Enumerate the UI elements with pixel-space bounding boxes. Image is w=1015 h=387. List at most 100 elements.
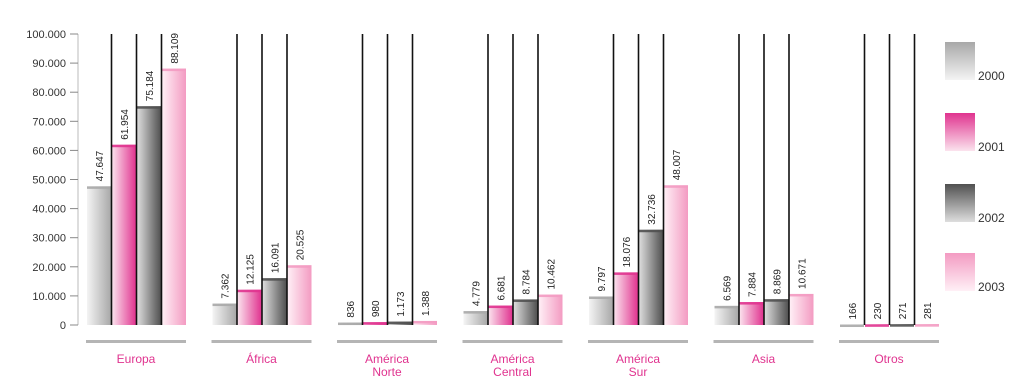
plot-area: 47.647 61.954 75.184 88.109 Europa 7.362 12.12… xyxy=(86,33,939,379)
bar-value-label: 7.362 xyxy=(221,273,232,298)
bar-top-edge xyxy=(840,324,864,328)
y-tick-label: 80.000 xyxy=(32,87,66,99)
bar-top-edge xyxy=(513,299,538,302)
bar-top-edge xyxy=(915,324,939,327)
bar-2001 xyxy=(112,144,136,325)
bar-2001 xyxy=(739,302,764,325)
bar-top-edge xyxy=(589,296,613,299)
y-tick-label: 90.000 xyxy=(32,58,66,70)
y-tick-label: 70.000 xyxy=(32,116,66,128)
bar-top-edge xyxy=(388,321,412,325)
bar-value-label: 75.184 xyxy=(145,70,156,101)
bar-value-label: 12.125 xyxy=(246,254,257,285)
bar-value-label: 7.884 xyxy=(748,272,759,297)
bar-value-label: 980 xyxy=(371,300,382,317)
y-tick-label: 20.000 xyxy=(32,262,66,274)
bar-top-edge xyxy=(212,303,237,307)
category-label: Central xyxy=(493,365,532,379)
legend-label: 2001 xyxy=(978,140,1005,154)
bar-top-edge xyxy=(714,305,739,309)
bar-2002 xyxy=(513,299,538,325)
bar-top-edge xyxy=(463,311,488,314)
category-label: Europa xyxy=(117,352,156,366)
legend-label: 2003 xyxy=(978,280,1005,294)
legend-swatch xyxy=(945,253,975,291)
bar-top-edge xyxy=(538,294,563,298)
bar-2000 xyxy=(463,311,488,325)
legend-item-2002: 2002 xyxy=(945,184,1005,225)
y-tick-label: 50.000 xyxy=(32,175,66,187)
legend-label: 2000 xyxy=(978,69,1005,83)
bar-top-edge xyxy=(237,289,262,293)
bar-2000 xyxy=(212,303,237,325)
bar-2000 xyxy=(714,305,739,325)
bar-value-label: 166 xyxy=(848,302,859,319)
category-label: África xyxy=(246,351,277,366)
bar-value-label: 16.091 xyxy=(271,242,282,273)
bar-top-edge xyxy=(262,278,287,281)
legend-item-2000: 2000 xyxy=(945,42,1005,83)
bar-top-edge xyxy=(639,229,663,233)
bar-top-edge xyxy=(739,302,764,305)
bar-value-label: 88.109 xyxy=(170,33,181,64)
category-divider xyxy=(588,340,688,343)
bar-top-edge xyxy=(112,144,136,148)
category-divider xyxy=(713,340,814,343)
bar-value-label: 18.076 xyxy=(622,236,633,267)
bar-2002 xyxy=(639,229,663,325)
legend-swatch xyxy=(945,113,975,151)
bar-top-edge xyxy=(413,320,437,324)
category-label: Norte xyxy=(372,365,402,379)
bar-value-label: 6.569 xyxy=(723,275,734,300)
bar-value-label: 61.954 xyxy=(120,109,131,140)
bar-2003 xyxy=(789,293,814,325)
category-divider xyxy=(462,340,563,343)
bar-value-label: 6.681 xyxy=(497,275,508,300)
legend-item-2003: 2003 xyxy=(945,253,1005,294)
bar-2002 xyxy=(262,278,287,325)
category-divider xyxy=(337,340,437,343)
bar-value-label: 10.462 xyxy=(547,259,558,290)
category-label: América xyxy=(616,352,660,366)
bar-2003 xyxy=(538,294,563,325)
bar-top-edge xyxy=(789,293,814,297)
bar-top-edge xyxy=(764,299,789,302)
bar-2000 xyxy=(87,186,111,325)
bar-value-label: 47.647 xyxy=(95,150,106,181)
bar-value-label: 281 xyxy=(923,302,934,319)
category-label: América xyxy=(365,352,409,366)
category-group: 7.362 12.125 16.091 20.525 África xyxy=(211,34,312,366)
bar-top-edge xyxy=(890,324,914,327)
bar-value-label: 48.007 xyxy=(672,149,683,180)
bar-value-label: 9.797 xyxy=(597,266,608,291)
y-tick-label: 0 xyxy=(60,320,66,332)
category-label: Otros xyxy=(874,352,903,366)
category-label: América xyxy=(490,352,534,366)
bar-2003 xyxy=(162,68,186,325)
bar-2001 xyxy=(488,305,513,325)
category-divider xyxy=(839,340,939,343)
y-axis: 0 10.000 20.000 30.000 40.000 50.000 60.000 70.… xyxy=(26,29,79,332)
bar-value-label: 8.869 xyxy=(773,269,784,294)
category-divider xyxy=(211,340,312,343)
bar-top-edge xyxy=(162,68,186,72)
bar-top-edge xyxy=(865,324,889,327)
bar-value-label: 4.779 xyxy=(472,281,483,306)
legend-swatch xyxy=(945,42,975,80)
bar-top-edge xyxy=(137,106,161,109)
y-tick-label: 100.000 xyxy=(26,29,66,41)
category-group: 166 230 271 281 Otros xyxy=(839,34,939,366)
legend-label: 2002 xyxy=(978,211,1005,225)
legend-swatch xyxy=(945,184,975,222)
y-tick-label: 10.000 xyxy=(32,291,66,303)
bar-top-edge xyxy=(363,322,387,325)
category-group: 47.647 61.954 75.184 88.109 Europa xyxy=(86,33,186,366)
bar-2003 xyxy=(664,185,688,325)
bar-2002 xyxy=(764,299,789,325)
category-label: Asia xyxy=(752,352,776,366)
bar-value-label: 20.525 xyxy=(296,229,307,260)
bar-value-label: 1.173 xyxy=(396,291,407,316)
